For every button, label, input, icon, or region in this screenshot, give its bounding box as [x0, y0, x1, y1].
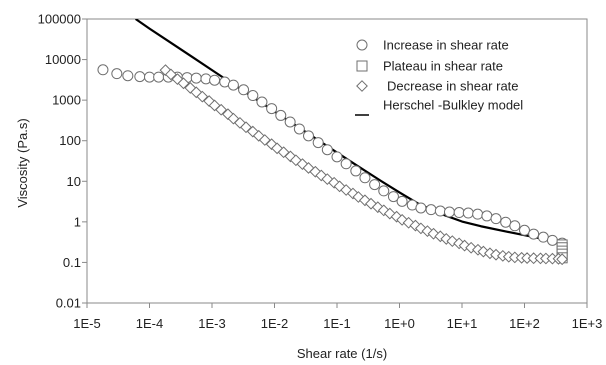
legend-square-swatch	[356, 60, 368, 72]
decrease-point	[215, 103, 228, 116]
increase-point	[275, 109, 287, 121]
increase-point	[369, 179, 381, 191]
x-tick-label: 1E-1	[323, 316, 350, 331]
increase-point	[415, 202, 427, 214]
y-tick-label: 1000	[52, 93, 81, 108]
increase-point	[537, 231, 549, 243]
legend-circle-swatch	[356, 39, 368, 51]
increase-point	[509, 220, 521, 232]
increase-point	[396, 195, 408, 207]
increase-point	[453, 207, 465, 219]
increase-point	[303, 130, 315, 142]
x-tick-label: 1E+1	[447, 316, 478, 331]
y-tick-label: 100	[59, 133, 81, 148]
increase-point	[350, 165, 362, 177]
decrease-point	[159, 64, 172, 77]
increase-point	[378, 185, 390, 197]
decrease-point	[347, 187, 359, 200]
x-axis-ticks: 1E-5 1E-4 1E-3 1E-2 1E-1 1E+0 1E+1 1E+2 1E+3	[73, 303, 602, 331]
increase-point	[434, 205, 446, 217]
y-tick-label: 10000	[45, 52, 81, 67]
increase-point	[331, 151, 343, 163]
decrease-point	[409, 219, 422, 232]
decrease-point	[271, 142, 283, 155]
increase-point	[190, 72, 202, 84]
decrease-point	[208, 99, 221, 112]
decrease-point	[240, 121, 252, 134]
increase-point	[387, 191, 399, 203]
increase-point	[97, 64, 109, 76]
y-axis-ticks: 0.01 0.1 1 10 100 1000 10000 100000	[38, 12, 87, 311]
y-tick-label: 0.01	[56, 296, 81, 311]
decrease-point	[402, 216, 415, 229]
increase-point	[266, 103, 278, 115]
increase-point	[359, 172, 371, 184]
increase-point	[519, 224, 530, 236]
decrease-point	[177, 77, 190, 90]
plot-area	[97, 19, 569, 266]
increase-point	[490, 213, 502, 225]
y-tick-label: 0.1	[63, 255, 81, 270]
increase-point	[528, 228, 540, 240]
decrease-point	[196, 90, 209, 103]
legend-label: Herschel -Bulkley model	[383, 98, 523, 113]
x-tick-label: 1E+2	[509, 316, 540, 331]
increase-point	[546, 234, 558, 246]
decrease-point	[284, 150, 297, 163]
legend-label: Decrease in shear rate	[387, 79, 519, 94]
increase-point	[500, 216, 512, 228]
legend-label: Increase in shear rate	[383, 38, 509, 53]
increase-point	[256, 96, 268, 108]
increase-point	[227, 79, 239, 91]
y-tick-label: 100000	[38, 12, 81, 27]
x-tick-label: 1E-5	[73, 316, 100, 331]
x-tick-label: 1E+3	[572, 316, 603, 331]
increase-point	[481, 210, 493, 222]
x-tick-label: 1E+0	[384, 316, 415, 331]
x-axis-title: Shear rate (1/s)	[297, 346, 387, 361]
decrease-point	[365, 197, 377, 210]
decrease-point	[222, 108, 234, 121]
model-line-series	[135, 19, 563, 244]
increase-point	[209, 74, 221, 86]
decrease-point	[315, 169, 328, 182]
legend: Increase in shear rate Plateau in shear r…	[355, 38, 523, 116]
x-tick-label: 1E-3	[198, 316, 225, 331]
y-tick-label: 10	[67, 174, 81, 189]
increase-point	[111, 68, 123, 80]
y-tick-label: 1	[74, 214, 81, 229]
x-tick-label: 1E-4	[136, 316, 163, 331]
decrease-point	[164, 68, 177, 81]
decrease-point	[556, 253, 569, 266]
herschel-bulkley-line	[135, 19, 563, 244]
increase-point	[144, 71, 155, 83]
increase-point	[472, 208, 484, 220]
marker-series	[97, 64, 569, 266]
legend-label: Plateau in shear rate	[383, 59, 503, 74]
x-tick-label: 1E-2	[261, 316, 288, 331]
increase-point	[312, 137, 324, 149]
increase-point	[293, 123, 305, 135]
decrease-point	[427, 227, 440, 240]
increase-point	[122, 70, 134, 82]
increase-point	[153, 71, 165, 83]
increase-point	[238, 84, 250, 96]
increase-point	[284, 116, 296, 128]
decrease-point	[190, 86, 203, 99]
increase-point	[321, 144, 333, 156]
increase-point	[247, 90, 259, 102]
increase-point	[425, 204, 437, 216]
increase-point	[462, 207, 474, 219]
increase-point	[340, 158, 352, 170]
decrease-point	[203, 95, 216, 107]
increase-point	[443, 206, 455, 218]
y-axis-title: Viscosity (Pa.s)	[15, 118, 30, 207]
legend-diamond-swatch	[356, 80, 368, 92]
increase-point	[134, 71, 146, 83]
